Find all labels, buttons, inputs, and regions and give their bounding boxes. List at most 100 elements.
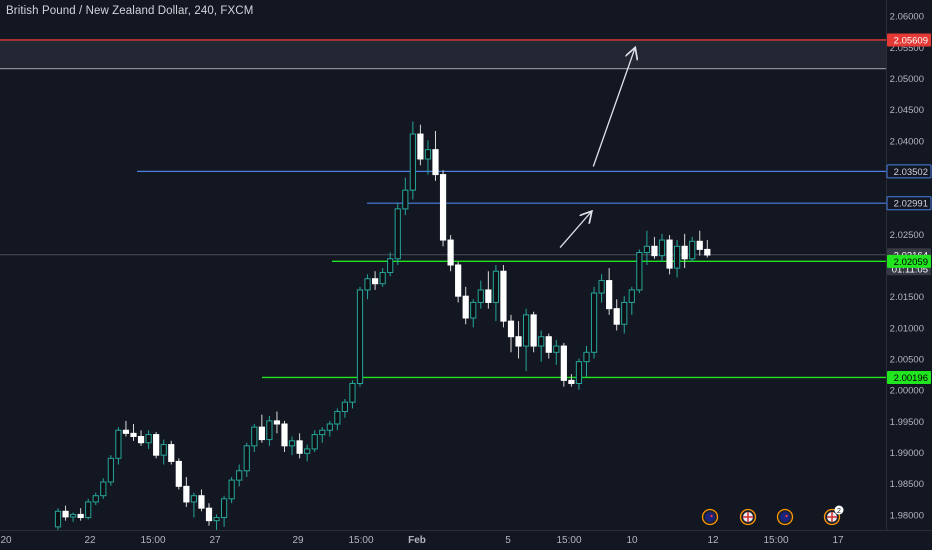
candle — [523, 314, 530, 347]
price-label-target — [887, 33, 931, 47]
candle — [598, 280, 605, 294]
candle — [364, 278, 371, 291]
candle — [507, 320, 515, 338]
candle — [447, 239, 454, 266]
time-tick-label: 27 — [209, 535, 221, 546]
candle — [402, 189, 409, 210]
candle — [470, 301, 477, 319]
candle — [409, 133, 416, 191]
projection-arrow[interactable] — [559, 212, 591, 248]
candle — [198, 495, 205, 509]
candle — [394, 208, 401, 260]
candle — [168, 444, 175, 462]
candle — [681, 245, 688, 260]
candle — [606, 280, 613, 310]
candle — [85, 501, 92, 519]
price-tick-label: 2.04500 — [890, 105, 924, 116]
candle — [379, 271, 386, 285]
price-tick-label: 2.06000 — [890, 12, 924, 23]
candle — [145, 434, 152, 444]
event-badge — [834, 505, 844, 515]
price-tick-label: 2.00500 — [890, 355, 924, 366]
candle — [492, 270, 499, 303]
candle — [560, 345, 567, 381]
candle — [583, 351, 590, 363]
time-tick-label: 29 — [292, 535, 304, 546]
candle — [311, 434, 318, 450]
candle — [273, 420, 281, 425]
chart-title: British Pound / New Zealand Dollar, 240,… — [6, 5, 254, 17]
candle — [621, 301, 628, 325]
price-tick-label: 2.01000 — [890, 323, 924, 334]
time-tick-label: 10 — [626, 535, 638, 546]
projection-arrow[interactable] — [592, 49, 635, 167]
candle — [538, 336, 545, 347]
candle — [613, 308, 620, 325]
nz-flag-star — [785, 514, 788, 518]
candle — [175, 460, 182, 487]
candle — [666, 239, 673, 269]
candle — [122, 429, 130, 434]
candle — [674, 245, 681, 269]
candle — [387, 258, 394, 273]
candle — [251, 426, 258, 447]
time-tick-label: 15:00 — [348, 535, 373, 546]
candle — [439, 174, 447, 241]
candle — [213, 517, 220, 522]
candle — [236, 470, 243, 481]
candle — [107, 457, 114, 483]
candle — [349, 382, 356, 403]
nz-flag-star — [710, 514, 713, 518]
price-label-support — [887, 254, 931, 268]
price-tick-label: 2.05500 — [890, 43, 924, 54]
price-tick-label: 2.02500 — [890, 230, 924, 241]
candle — [77, 513, 84, 519]
candle — [651, 245, 658, 257]
candle — [500, 270, 507, 322]
candle — [432, 149, 439, 176]
target-zone[interactable] — [0, 39, 886, 69]
candle — [100, 481, 107, 497]
time-axis[interactable] — [0, 530, 932, 550]
candle — [696, 240, 703, 250]
candle — [304, 448, 311, 454]
price-tick-label: 1.98000 — [890, 510, 924, 521]
candle — [424, 149, 432, 160]
candle — [704, 248, 711, 256]
candle — [643, 245, 650, 254]
candle — [266, 420, 273, 441]
candle — [636, 252, 643, 291]
price-tick-label: 2.00000 — [890, 386, 924, 397]
nz-flag-icon — [780, 512, 790, 522]
candle — [455, 264, 462, 297]
price-tick-label: 1.99500 — [890, 417, 924, 428]
candle — [568, 379, 575, 384]
candle — [658, 239, 666, 257]
candle — [130, 432, 137, 437]
price-label-text: 2.00196 — [894, 373, 928, 384]
candle — [70, 513, 77, 518]
time-tick-label: 5 — [505, 535, 511, 546]
candle — [372, 278, 379, 285]
time-tick-label: 15:00 — [140, 535, 165, 546]
price-label-resistance — [886, 196, 932, 211]
candle — [153, 434, 160, 456]
candle — [326, 423, 333, 431]
candle — [62, 510, 69, 518]
time-tick-label: 12 — [707, 535, 719, 546]
candle — [553, 345, 560, 353]
price-tick-label: 1.99000 — [890, 448, 924, 459]
candle — [334, 411, 341, 425]
candle — [92, 495, 99, 503]
event-badge-count: 2 — [837, 508, 841, 515]
candle — [545, 336, 552, 353]
price-label-text: 01:11:05 — [892, 264, 928, 275]
time-tick-label: 22 — [84, 535, 96, 546]
candle — [296, 440, 303, 454]
price-label-text: 2.02059 — [894, 257, 928, 268]
candle — [183, 485, 190, 503]
candle — [530, 314, 537, 347]
time-tick-label: 17 — [832, 535, 844, 546]
